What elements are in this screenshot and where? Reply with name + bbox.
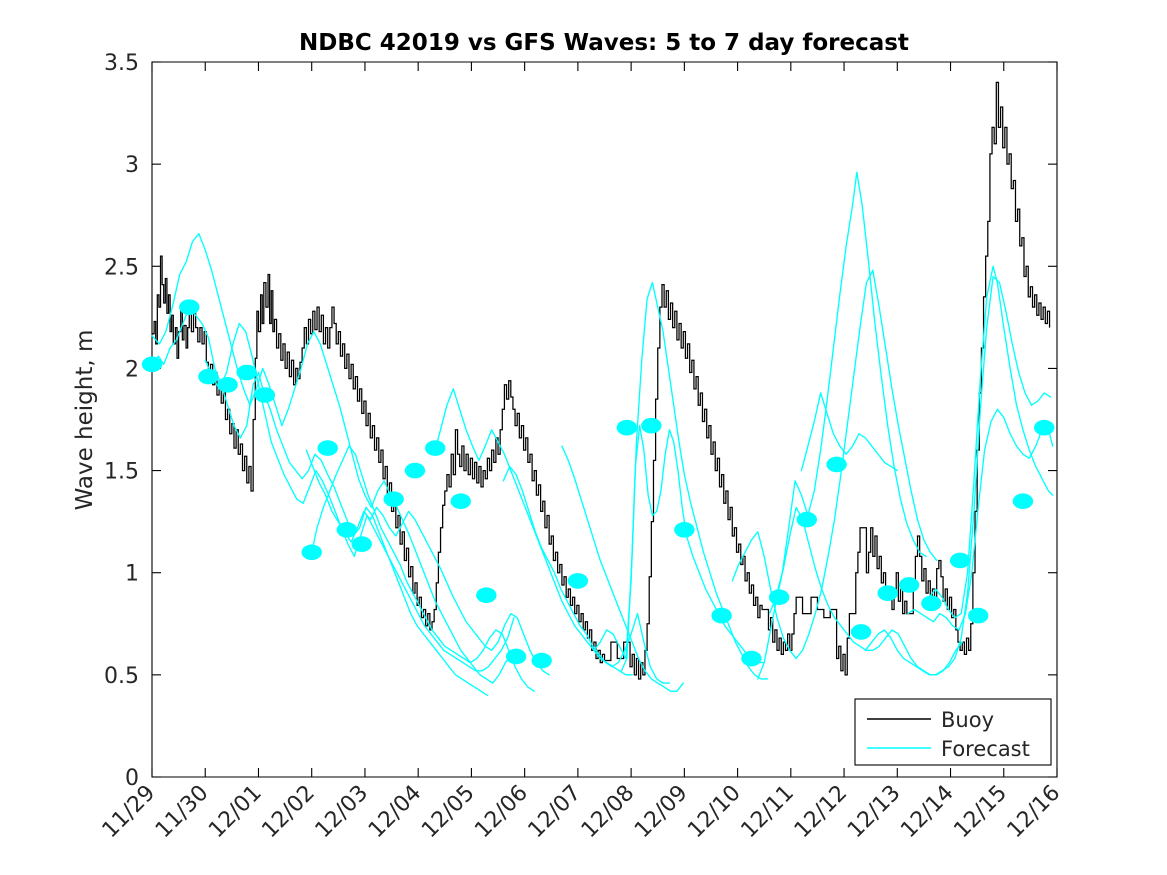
forecast-start-marker <box>425 440 446 456</box>
forecast-start-marker <box>949 552 971 569</box>
forecast-start-marker <box>404 462 426 479</box>
legend-label-forecast: Forecast <box>941 737 1030 761</box>
forecast-series-line <box>151 232 513 684</box>
forecast-series-line <box>502 465 671 684</box>
legend: Buoy Forecast <box>854 698 1052 766</box>
y-tick-label: 2 <box>125 357 139 382</box>
forecast-series-line <box>204 322 515 672</box>
forecast-start-marker <box>476 587 497 603</box>
forecast-start-marker <box>179 299 200 315</box>
forecast-start-marker <box>254 387 276 403</box>
forecast-series-line <box>800 392 898 472</box>
forecast-series-line <box>593 424 764 664</box>
forecast-start-marker <box>198 368 219 385</box>
y-axis-ticks: 0 0.5 1 1.5 2 2.5 3 3.5 <box>104 51 1057 791</box>
forecast-start-marker <box>877 585 898 601</box>
y-tick-label: 0.5 <box>104 664 139 689</box>
legend-label-buoy: Buoy <box>941 708 994 732</box>
forecast-start-marker <box>641 417 662 434</box>
forecast-start-marker <box>674 522 695 538</box>
data-series-group <box>151 81 1054 696</box>
forecast-start-marker <box>567 573 589 589</box>
forecast-start-marker <box>711 607 732 624</box>
forecast-start-marker <box>796 511 817 528</box>
forecast-start-marker <box>1034 419 1055 436</box>
forecast-start-marker <box>317 440 338 456</box>
forecast-start-marker <box>236 364 257 381</box>
forecast-start-marker <box>898 577 920 593</box>
forecast-start-markers <box>141 299 1055 669</box>
forecast-start-marker <box>336 522 358 538</box>
y-tick-label: 2.5 <box>104 255 139 280</box>
forecast-series-line <box>311 445 535 692</box>
forecast-start-marker <box>741 650 762 667</box>
forecast-series-line <box>864 275 1052 676</box>
forecast-start-marker <box>1012 493 1034 510</box>
forecast-start-marker <box>968 607 989 624</box>
forecast-start-marker <box>383 491 404 507</box>
forecast-series-line <box>928 265 1054 619</box>
forecast-start-marker <box>217 376 238 393</box>
forecast-start-marker <box>351 536 372 552</box>
page-title: NDBC 42019 vs GFS Waves: 5 to 7 day fore… <box>299 30 909 56</box>
legend-box <box>854 698 1052 766</box>
y-tick-label: 3.5 <box>104 51 139 76</box>
y-tick-label: 1.5 <box>104 460 139 485</box>
y-tick-label: 0 <box>125 766 139 791</box>
forecast-start-marker <box>850 624 872 640</box>
forecast-start-marker <box>450 493 471 510</box>
forecast-start-marker <box>921 595 942 612</box>
y-tick-label: 3 <box>125 153 139 178</box>
forecast-start-marker <box>141 356 163 373</box>
forecast-start-marker <box>616 419 638 436</box>
forecast-series-line <box>620 281 769 680</box>
y-axis-label-text: Wave height, m <box>72 330 98 511</box>
forecast-start-marker <box>301 544 322 561</box>
forecast-start-marker <box>826 456 847 473</box>
forecast-series-line <box>768 171 927 615</box>
forecast-series-line <box>731 269 938 660</box>
forecast-series-line <box>561 445 684 692</box>
forecast-series-line <box>907 408 1054 631</box>
buoy-series-line <box>152 81 1051 680</box>
forecast-series-line <box>151 306 489 696</box>
forecast-series-line <box>433 388 633 676</box>
y-tick-label: 1 <box>125 562 139 587</box>
forecast-start-marker <box>531 652 552 669</box>
forecast-start-marker <box>505 648 527 665</box>
y-axis-label: Wave height, m <box>72 330 98 511</box>
forecast-start-marker <box>768 589 790 606</box>
